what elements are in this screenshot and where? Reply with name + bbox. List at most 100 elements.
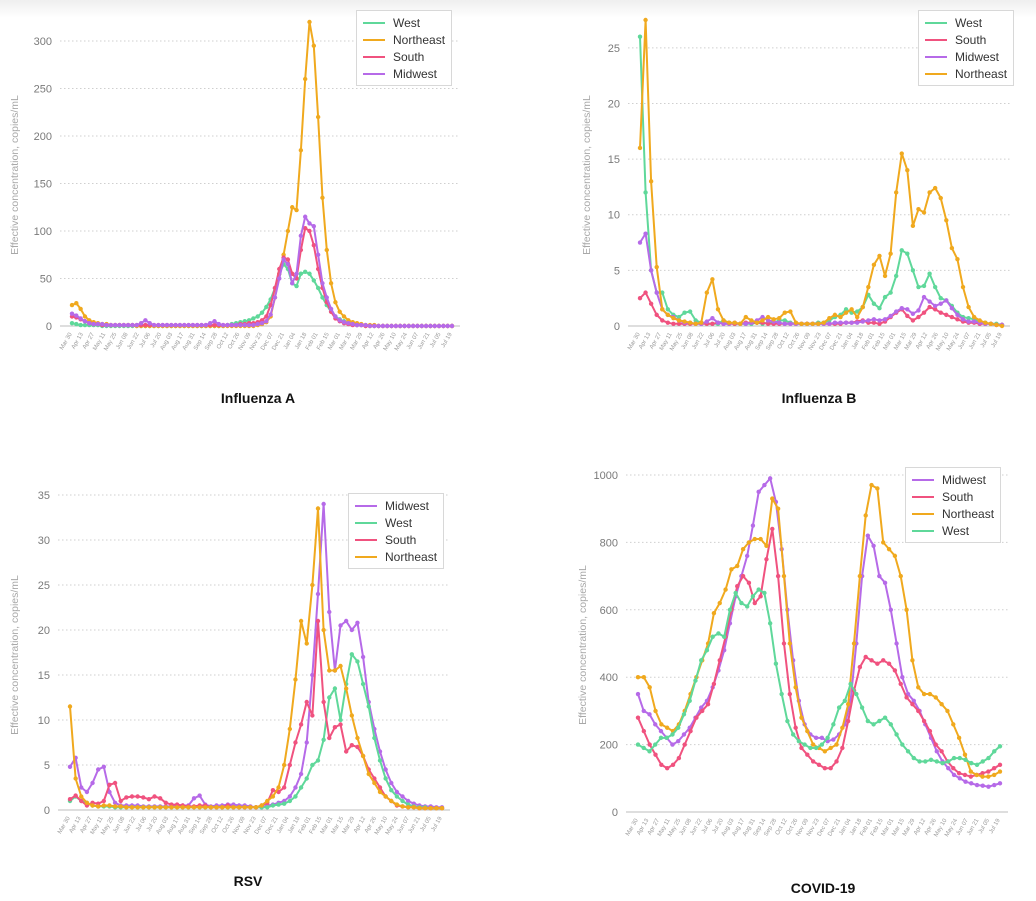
data-point <box>637 145 643 151</box>
data-point <box>938 295 943 301</box>
data-point <box>321 501 326 507</box>
data-point <box>73 776 78 781</box>
data-point <box>805 752 810 757</box>
data-point <box>681 712 687 717</box>
data-point <box>938 195 943 201</box>
data-point <box>272 295 278 300</box>
data-point <box>428 323 433 329</box>
y-tick-label: 100 <box>34 226 52 238</box>
data-point <box>293 794 298 799</box>
chart-influenza-b-plot: 0 5 10 15 20 25 Effective concentration, copie… <box>581 17 1010 352</box>
data-point <box>182 322 187 328</box>
data-point <box>813 735 819 741</box>
data-point <box>955 317 960 322</box>
data-point <box>986 769 991 774</box>
series-line-west <box>637 588 1001 766</box>
data-point <box>957 776 962 781</box>
y-tick-label: 15 <box>608 154 620 166</box>
data-point <box>805 728 810 734</box>
chart-influenza-b: 0 5 10 15 20 25 Effective concentration, copie… <box>0 0 1036 450</box>
data-point <box>238 322 243 328</box>
data-point <box>664 725 670 730</box>
legend-item-west: West <box>355 514 437 531</box>
data-point <box>310 672 315 678</box>
data-point <box>944 218 949 223</box>
data-point <box>799 745 804 751</box>
y-axis-label: Effective concentration, copies/mL <box>581 95 593 255</box>
data-point <box>660 307 665 312</box>
data-point <box>927 190 932 195</box>
data-point <box>749 318 754 323</box>
data-point <box>849 320 854 325</box>
data-point <box>752 536 757 542</box>
y-tick-label: 600 <box>600 605 618 617</box>
data-point <box>157 796 163 801</box>
y-tick-label: 10 <box>608 210 620 222</box>
data-point <box>635 742 641 747</box>
data-point <box>717 600 722 606</box>
data-point <box>302 76 308 82</box>
data-point <box>264 319 269 324</box>
data-point <box>377 758 383 763</box>
data-point <box>191 805 197 810</box>
data-point <box>682 310 687 315</box>
data-point <box>744 604 750 609</box>
data-point <box>641 745 646 751</box>
data-point <box>653 752 658 757</box>
data-point <box>810 759 816 764</box>
data-point <box>276 802 281 807</box>
data-point <box>405 805 411 810</box>
data-point <box>816 762 822 768</box>
data-point <box>90 803 95 808</box>
data-point <box>332 686 338 691</box>
data-point <box>904 607 909 612</box>
data-point <box>268 312 273 317</box>
data-point <box>419 323 424 329</box>
data-point <box>236 805 242 810</box>
data-point <box>177 322 183 328</box>
legend-swatch <box>363 38 385 41</box>
data-point <box>101 764 107 769</box>
data-point <box>349 627 355 633</box>
data-point <box>367 323 373 329</box>
data-point <box>332 725 338 730</box>
data-point <box>765 318 771 323</box>
legend-swatch <box>925 21 947 24</box>
data-point <box>287 794 293 799</box>
data-point <box>665 320 671 325</box>
data-point <box>758 536 763 542</box>
data-point <box>840 725 845 730</box>
data-point <box>653 742 658 747</box>
data-point <box>676 755 682 761</box>
data-point <box>285 228 291 234</box>
data-point <box>69 302 75 308</box>
y-tick-label: 250 <box>34 84 52 96</box>
data-point <box>90 780 95 786</box>
chart-legend: Midwest West South Northeast <box>348 493 445 569</box>
data-point <box>828 745 833 751</box>
data-point <box>921 210 927 215</box>
data-point <box>641 708 646 714</box>
data-point <box>955 257 960 262</box>
data-point <box>400 798 405 804</box>
data-point <box>338 663 343 669</box>
y-axis-label: Effective concentration, copies/mL <box>9 575 21 735</box>
data-point <box>112 800 118 805</box>
data-point <box>681 732 687 737</box>
data-point <box>376 323 381 329</box>
data-point <box>723 587 728 592</box>
data-point <box>790 732 796 737</box>
data-point <box>997 769 1003 774</box>
data-point <box>949 314 955 320</box>
data-point <box>445 323 450 329</box>
data-point <box>939 701 944 707</box>
data-point <box>819 735 825 741</box>
data-point <box>82 322 88 328</box>
data-point <box>986 755 991 761</box>
data-point <box>910 223 916 229</box>
data-point <box>927 728 933 734</box>
data-point <box>264 304 269 310</box>
data-point <box>888 607 894 612</box>
data-point <box>174 805 180 810</box>
data-point <box>135 794 140 799</box>
